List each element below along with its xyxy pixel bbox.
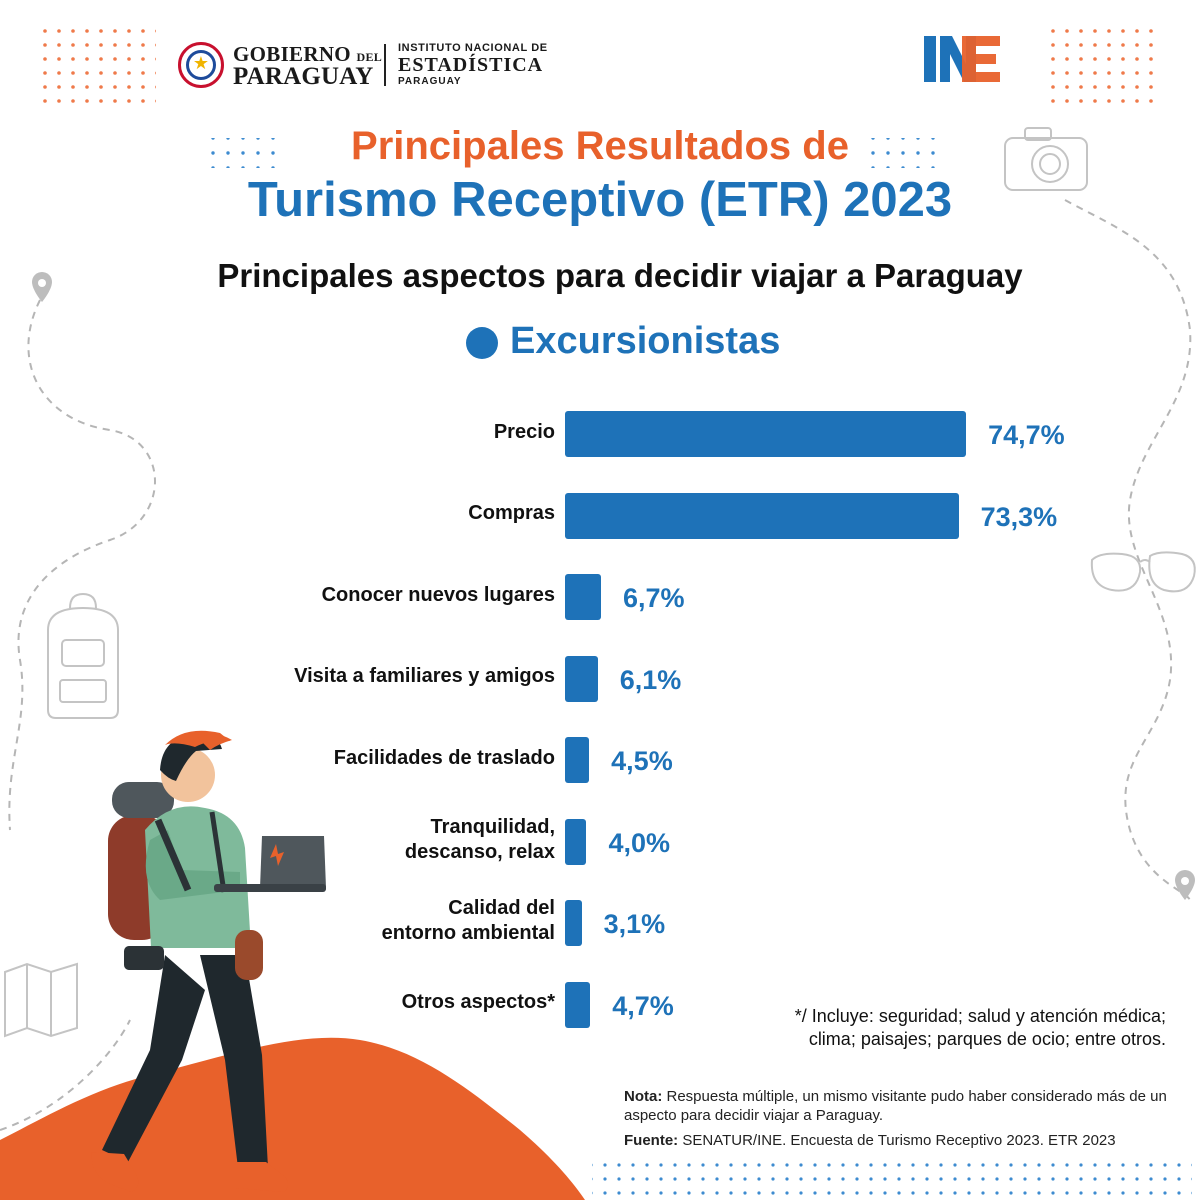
category-label: Precio bbox=[493, 420, 555, 443]
note: Nota: Respuesta múltiple, un mismo visit… bbox=[624, 1087, 1184, 1125]
value-label: 3,1% bbox=[603, 909, 666, 939]
ine-logo bbox=[924, 36, 1000, 82]
bar bbox=[565, 574, 601, 620]
category-label: Tranquilidad, descanso, relax bbox=[404, 815, 555, 863]
source: Fuente: SENATUR/INE. Encuesta de Turismo… bbox=[624, 1132, 1194, 1149]
page-title-line2: Turismo Receptivo (ETR) 2023 bbox=[247, 173, 953, 227]
ine-institution-text: INSTITUTO NACIONAL DE ESTADÍSTICA PARAGU… bbox=[398, 42, 548, 87]
note-text: Respuesta múltiple, un mismo visitante p… bbox=[624, 1088, 1167, 1124]
value-label: 4,5% bbox=[611, 746, 673, 776]
logo-divider bbox=[384, 44, 386, 86]
traveler-illustration bbox=[91, 730, 326, 1192]
value-label: 73,3% bbox=[980, 501, 1058, 532]
value-label: 6,7% bbox=[622, 583, 685, 613]
value-label: 6,1% bbox=[619, 664, 682, 695]
legend-label: Excursionistas bbox=[510, 320, 781, 362]
note-label: Nota: bbox=[624, 1088, 663, 1105]
source-label: Fuente: bbox=[624, 1132, 679, 1149]
footnote-otros: */ Incluye: seguridad; salud y atención … bbox=[794, 1006, 1166, 1049]
bar bbox=[565, 900, 582, 946]
value-label: 4,7% bbox=[612, 990, 674, 1021]
bar bbox=[565, 981, 591, 1028]
page-title-line1: Principales Resultados de bbox=[351, 124, 849, 168]
government-seal-logo: ★ bbox=[178, 42, 224, 88]
legend-marker bbox=[466, 327, 498, 359]
government-logo-text: GOBIERNO DEL PARAGUAY bbox=[233, 42, 383, 90]
category-label: Facilidades de traslado bbox=[333, 746, 555, 769]
value-label: 4,0% bbox=[608, 827, 671, 858]
bar bbox=[565, 411, 967, 457]
bar bbox=[565, 737, 590, 783]
source-text: SENATUR/INE. Encuesta de Turismo Recepti… bbox=[682, 1132, 1116, 1149]
bar bbox=[565, 818, 587, 865]
category-label: Compras bbox=[468, 502, 555, 524]
category-label: Conocer nuevos lugares bbox=[321, 583, 555, 606]
category-label: Visita a familiares y amigos bbox=[294, 665, 555, 687]
bar bbox=[565, 655, 598, 702]
value-label: 74,7% bbox=[988, 420, 1065, 450]
category-label: Calidad del entorno ambiental bbox=[381, 897, 555, 944]
chart-title: Principales aspectos para decidir viajar… bbox=[217, 257, 1023, 294]
bar bbox=[565, 492, 959, 539]
category-label: Otros aspectos* bbox=[401, 991, 555, 1013]
